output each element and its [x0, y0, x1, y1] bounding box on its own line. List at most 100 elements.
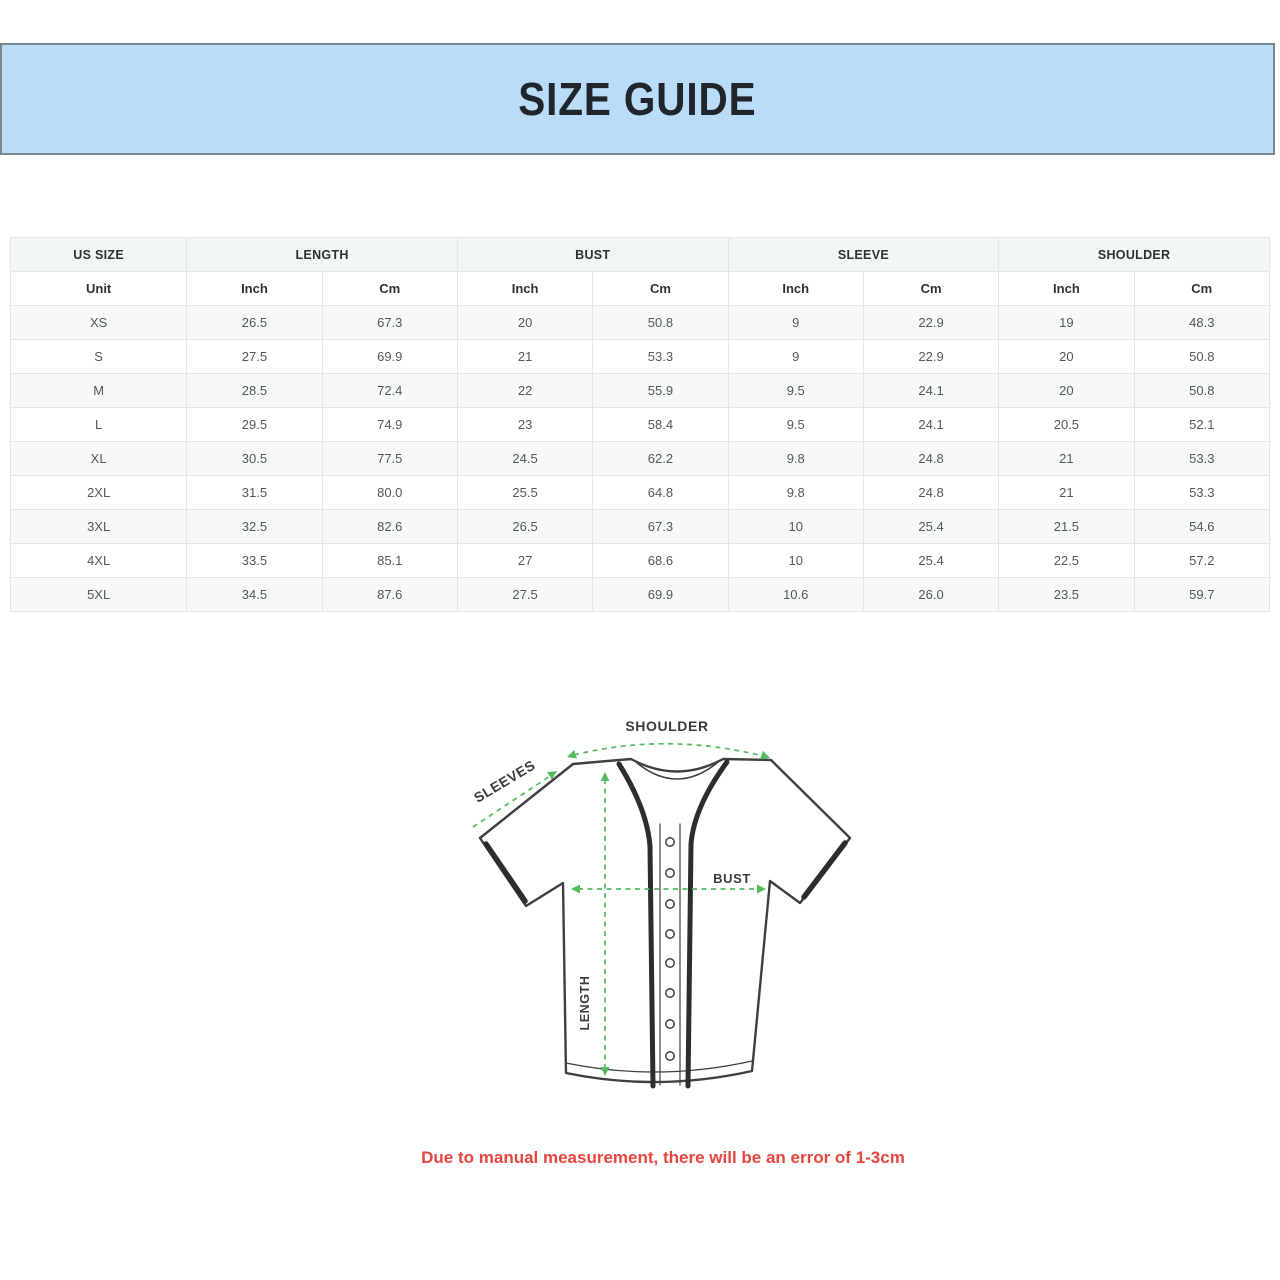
value-cell: 28.5: [186, 373, 323, 408]
value-cell: 22: [456, 373, 594, 408]
value-cell: 19: [998, 305, 1135, 340]
unit-header-cell: Cm: [1133, 271, 1271, 306]
value-cell: 22.5: [998, 543, 1135, 578]
column-group-header: US SIZE: [9, 237, 188, 272]
value-cell: 30.5: [186, 441, 323, 476]
unit-header-cell: Inch: [727, 271, 864, 306]
table-row: L 29.5 74.9 23 58.4 9.5 24.1 20.5 52.1: [9, 407, 1271, 442]
shoulder-measure-line: [573, 742, 764, 757]
size-guide-banner: SIZE GUIDE: [0, 43, 1275, 155]
value-cell: 50.8: [592, 305, 729, 340]
value-cell: 69.9: [592, 577, 729, 612]
jersey-measurement-diagram: SHOULDER SLEEVES BUST LENGTH: [433, 696, 893, 1116]
value-cell: 53.3: [592, 339, 729, 374]
cuff-stripe-left: [483, 841, 528, 904]
table-row: 3XL 32.5 82.6 26.5 67.3 10 25.4 21.5 54.6: [9, 509, 1271, 544]
bust-arrow-right: [757, 884, 766, 894]
value-cell: 23: [456, 407, 594, 442]
value-cell: 77.5: [321, 441, 458, 476]
value-cell: 31.5: [186, 475, 323, 510]
value-cell: 25.5: [456, 475, 594, 510]
value-cell: 20.5: [998, 407, 1135, 442]
value-cell: 32.5: [186, 509, 323, 544]
value-cell: 64.8: [592, 475, 729, 510]
value-cell: 9.8: [727, 475, 864, 510]
value-cell: 27: [456, 543, 594, 578]
table-row: XL 30.5 77.5 24.5 62.2 9.8 24.8 21 53.3: [9, 441, 1271, 476]
value-cell: 22.9: [862, 305, 1000, 340]
value-cell: 67.3: [592, 509, 729, 544]
value-cell: 52.1: [1133, 407, 1271, 442]
size-cell: XS: [9, 305, 188, 340]
collar-line: [636, 762, 718, 780]
value-cell: 80.0: [321, 475, 458, 510]
value-cell: 20: [998, 373, 1135, 408]
value-cell: 10.6: [727, 577, 864, 612]
bust-arrow-left: [571, 884, 580, 894]
value-cell: 23.5: [998, 577, 1135, 612]
value-cell: 9: [727, 339, 864, 374]
value-cell: 34.5: [186, 577, 323, 612]
value-cell: 29.5: [186, 407, 323, 442]
value-cell: 26.5: [456, 509, 594, 544]
value-cell: 21: [998, 441, 1135, 476]
piping-right: [685, 759, 730, 1089]
jersey-diagram-svg: SHOULDER SLEEVES BUST LENGTH: [471, 718, 852, 1089]
value-cell: 58.4: [592, 407, 729, 442]
shoulder-arrow-right: [760, 750, 770, 760]
group-header-row: US SIZE LENGTH BUST SLEEVE SHOULDER: [9, 237, 1270, 272]
value-cell: 24.5: [456, 441, 594, 476]
value-cell: 68.6: [592, 543, 729, 578]
length-arrow-bottom: [600, 1067, 610, 1076]
column-group-header: BUST: [456, 237, 729, 272]
value-cell: 82.6: [321, 509, 458, 544]
size-table: US SIZE LENGTH BUST SLEEVE SHOULDER Unit Inch…: [9, 237, 1271, 612]
value-cell: 85.1: [321, 543, 458, 578]
shoulder-arrow-left: [567, 749, 577, 759]
jersey-buttons: [665, 837, 675, 1061]
value-cell: 72.4: [321, 373, 458, 408]
size-cell: XL: [9, 441, 188, 476]
value-cell: 50.8: [1133, 373, 1271, 408]
value-cell: 9.8: [727, 441, 864, 476]
value-cell: 9: [727, 305, 864, 340]
value-cell: 33.5: [186, 543, 323, 578]
value-cell: 22.9: [862, 339, 1000, 374]
value-cell: 20: [998, 339, 1135, 374]
unit-header-cell: Inch: [186, 271, 323, 306]
value-cell: 21: [998, 475, 1135, 510]
value-cell: 9.5: [727, 373, 864, 408]
table-row: 5XL 34.5 87.6 27.5 69.9 10.6 26.0 23.5 59.7: [9, 577, 1271, 612]
unit-header-cell: Unit: [9, 271, 188, 306]
unit-header-cell: Inch: [456, 271, 594, 306]
table-row: S 27.5 69.9 21 53.3 9 22.9 20 50.8: [9, 339, 1271, 374]
value-cell: 67.3: [321, 305, 458, 340]
size-cell: M: [9, 373, 188, 408]
unit-header-cell: Cm: [862, 271, 1000, 306]
bust-label: BUST: [713, 871, 751, 886]
value-cell: 26.5: [186, 305, 323, 340]
value-cell: 20: [456, 305, 594, 340]
value-cell: 10: [727, 543, 864, 578]
piping-left: [616, 761, 656, 1089]
size-cell: S: [9, 339, 188, 374]
value-cell: 53.3: [1133, 441, 1271, 476]
page-title: SIZE GUIDE: [518, 73, 757, 125]
value-cell: 87.6: [321, 577, 458, 612]
unit-header-cell: Cm: [321, 271, 458, 306]
sleeves-arrow: [547, 771, 557, 780]
size-cell: L: [9, 407, 188, 442]
column-group-header: SHOULDER: [998, 237, 1270, 272]
value-cell: 74.9: [321, 407, 458, 442]
size-cell: 5XL: [9, 577, 188, 612]
value-cell: 53.3: [1133, 475, 1271, 510]
unit-header-cell: Inch: [998, 271, 1135, 306]
value-cell: 27.5: [186, 339, 323, 374]
value-cell: 50.8: [1133, 339, 1271, 374]
size-table-body: XS 26.5 67.3 20 50.8 9 22.9 19 48.3 S 27.5 69.9 21 53…: [9, 305, 1271, 612]
value-cell: 62.2: [592, 441, 729, 476]
value-cell: 24.8: [862, 475, 1000, 510]
jersey-outline: [478, 757, 852, 1084]
value-cell: 69.9: [321, 339, 458, 374]
table-row: M 28.5 72.4 22 55.9 9.5 24.1 20 50.8: [9, 373, 1271, 408]
